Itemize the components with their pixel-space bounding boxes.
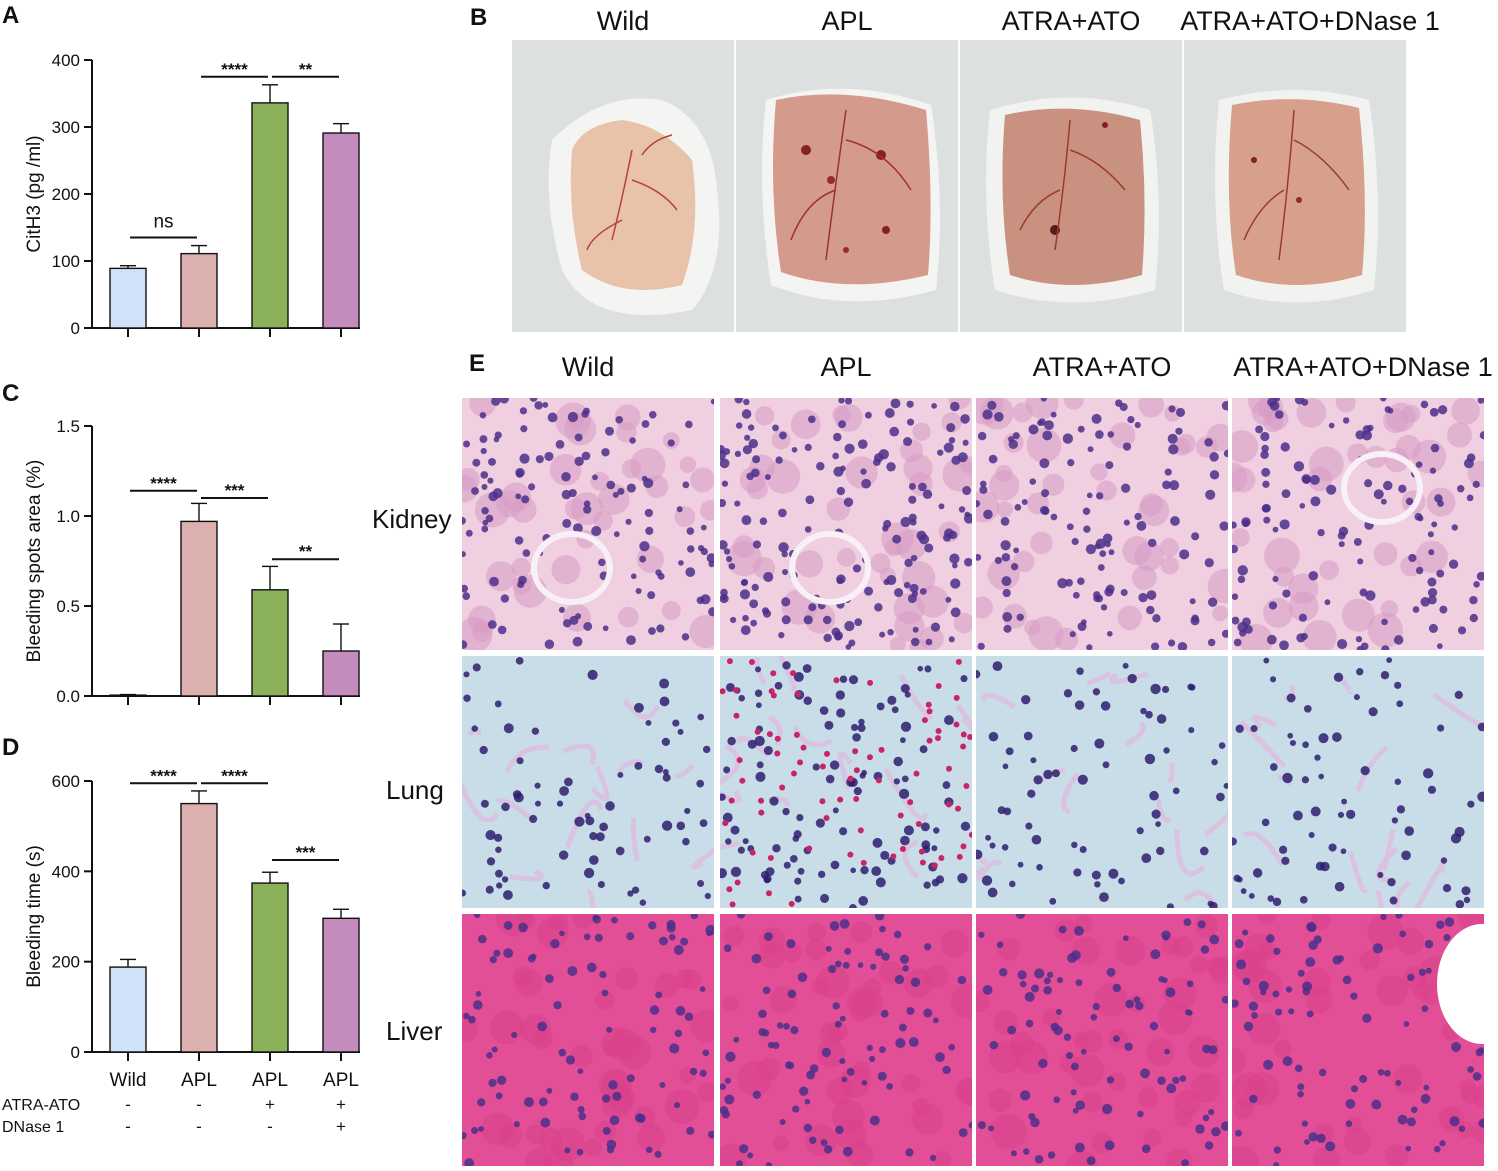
y-axis-label: Bleeding spots area (%) [24,460,45,663]
y-axis-label: CitH3 (pg /ml) [24,135,45,252]
photo-column-title-wild: Wild [596,6,650,36]
bar-2 [251,882,289,1053]
y-tick-label: 200 [52,953,80,972]
significance-label: *** [296,843,316,862]
skin-photo-wild [512,40,734,332]
histology-column-title-atra-ato-dnase: ATRA+ATO+DNase 1 [1233,352,1493,382]
skin-photo-atra-ato [960,40,1182,332]
significance-label: **** [221,60,248,79]
y-tick-label: 400 [52,862,80,881]
skin-photo-atra-ato-dnase [1184,40,1406,332]
significance-label: **** [150,766,177,785]
bar-1 [180,802,218,1053]
treatment-mark: + [336,1117,346,1136]
significance-label: ns [153,212,173,233]
panel-letter-b: B [470,4,488,31]
histology-image-liver-2 [720,914,972,1166]
bar-3 [322,132,360,329]
histology-column-title-apl: APL [820,352,872,382]
histology-image-liver-3 [976,914,1228,1166]
photo-column-title-atra-ato-dnase: ATRA+ATO+DNase 1 [1180,6,1440,36]
significance-label: ** [299,60,313,79]
x-category-label: Wild [110,1070,147,1091]
treatment-row-label: ATRA-ATO [2,1097,80,1114]
y-tick-label: 1.0 [56,507,80,526]
significance-label: *** [225,481,245,500]
histology-image-lung-4 [1232,656,1484,908]
y-tick-label: 0.5 [56,597,80,616]
histology-row-label-kidney: Kidney [372,504,452,534]
y-tick-label: 200 [52,185,80,204]
treatment-mark: - [196,1117,202,1136]
significance-label: **** [221,766,248,785]
skin-photo-apl [736,40,958,332]
treatment-mark: - [125,1095,131,1114]
histology-image-kidney-2 [720,398,972,650]
histology-column-title-wild: Wild [561,352,615,382]
treatment-mark: - [125,1117,131,1136]
y-tick-label: 300 [52,118,80,137]
significance-label: ** [299,542,313,561]
histology-column-title-atra-ato: ATRA+ATO [1032,352,1172,382]
x-category-label: APL [323,1070,359,1091]
histology-image-kidney-4 [1232,398,1484,650]
treatment-mark: - [267,1117,273,1136]
y-axis-label: Bleeding time (s) [24,845,45,988]
histology-image-kidney-3 [976,398,1228,650]
y-tick-label: 100 [52,252,80,271]
histology-image-lung-3 [976,656,1228,908]
histology-row-label-lung: Lung [386,775,444,805]
treatment-mark: + [336,1095,346,1114]
y-tick-label: 1.5 [56,417,80,436]
panel-letter-a: A [2,2,20,29]
significance-label: **** [150,474,177,493]
bar-0 [109,966,147,1053]
bar-1 [180,252,218,329]
treatment-mark: + [265,1095,275,1114]
photo-column-title-atra-ato: ATRA+ATO [1001,6,1141,36]
histology-image-kidney-1 [462,398,714,650]
y-tick-label: 600 [52,772,80,791]
y-tick-label: 0 [71,319,80,338]
bar-3 [322,917,360,1053]
treatment-row-label: DNase 1 [2,1119,64,1136]
histology-row-label-liver: Liver [386,1016,443,1046]
histology-image-lung-1 [462,656,714,908]
treatment-mark: - [196,1095,202,1114]
histology-image-liver-4 [1232,914,1484,1166]
y-tick-label: 400 [52,51,80,70]
bar-3 [322,650,360,697]
bar-2 [251,102,289,329]
panel-letter-d: D [2,734,20,761]
bar-2 [251,589,289,697]
histology-image-lung-2 [720,656,972,908]
histology-image-liver-1 [462,914,714,1166]
bar-0 [109,267,147,329]
y-tick-label: 0.0 [56,687,80,706]
panel-letter-e: E [469,350,486,377]
photo-column-title-apl: APL [821,6,873,36]
panel-letter-c: C [2,380,20,407]
y-tick-label: 0 [71,1043,80,1062]
bar-1 [180,520,218,697]
x-category-label: APL [181,1070,217,1091]
x-category-label: APL [252,1070,288,1091]
